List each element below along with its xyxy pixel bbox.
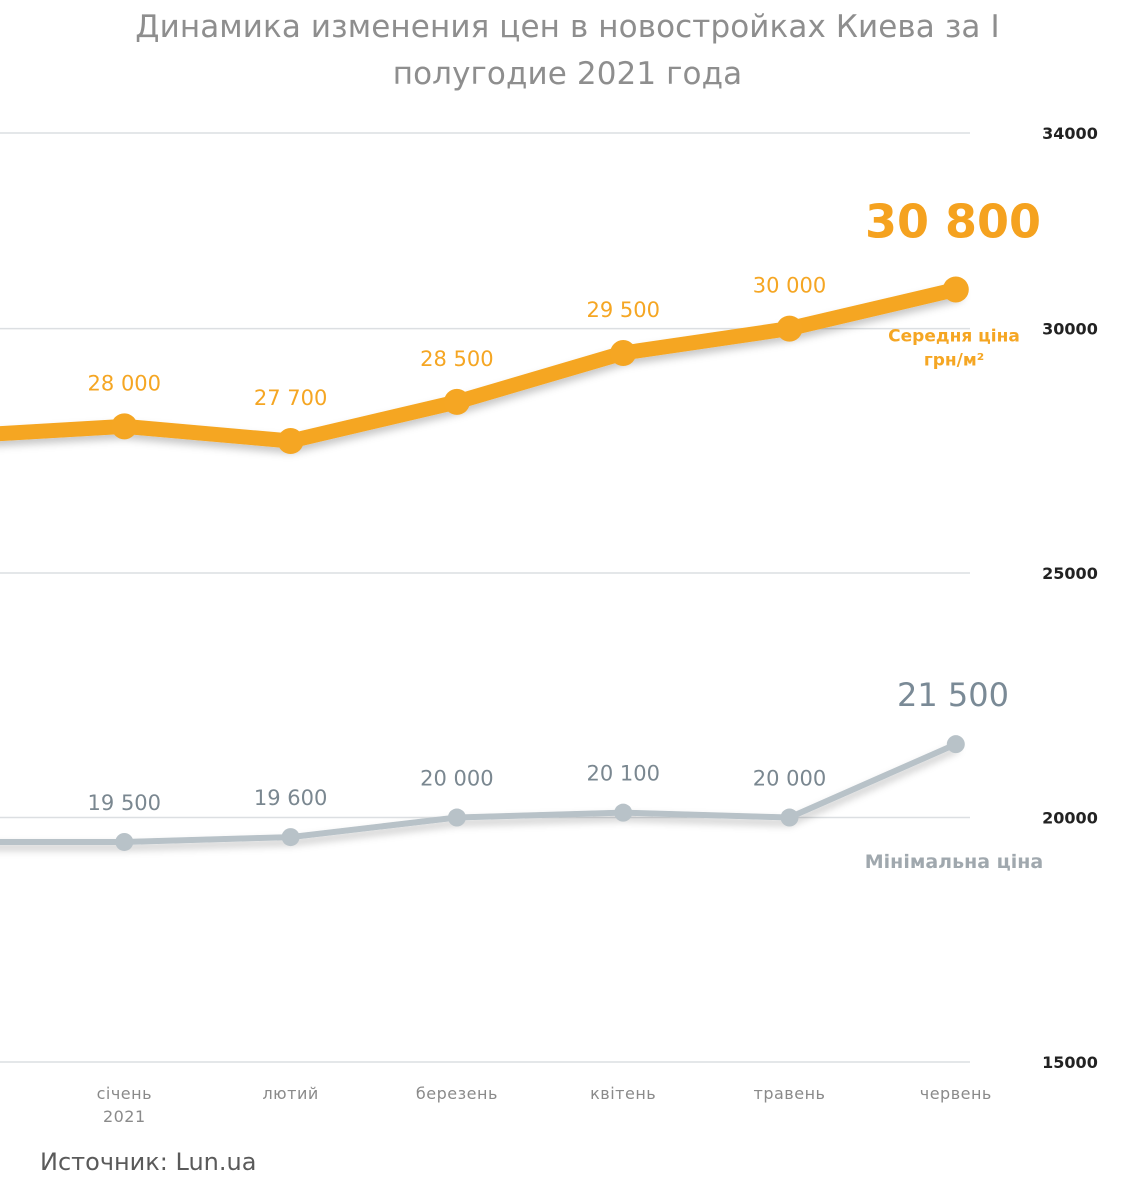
x-tick-label: травень — [754, 1084, 826, 1103]
data-point — [115, 832, 134, 851]
data-label: 30 000 — [753, 274, 826, 298]
data-point — [614, 803, 633, 822]
y-axis-ticks: 15000 20000 25000 30000 34000 — [1042, 124, 1098, 1072]
data-label: 19 500 — [88, 791, 161, 815]
series-name: Мінімальна ціна — [865, 851, 1043, 873]
data-label: 28 000 — [88, 371, 161, 395]
x-tick-label: лютий — [262, 1084, 318, 1103]
series-group — [0, 276, 969, 851]
data-point — [277, 428, 304, 455]
data-point — [776, 315, 803, 342]
data-label: 21 500 — [897, 676, 1009, 714]
y-tick-label: 34000 — [1042, 124, 1098, 143]
y-tick-label: 20000 — [1042, 809, 1098, 828]
data-label: 28 500 — [420, 347, 493, 371]
data-labels: 28 000 27 700 28 500 29 500 30 000 30 800 19 5… — [88, 194, 1041, 815]
data-label: 20 000 — [420, 767, 493, 791]
chart-title: Динамика изменения цен в новостройках Ки… — [135, 9, 1000, 92]
source-note: Источник: Lun.ua — [40, 1148, 257, 1176]
y-tick-label: 25000 — [1042, 564, 1098, 583]
data-point — [780, 808, 799, 827]
data-label: 20 100 — [586, 762, 659, 786]
data-point — [447, 808, 466, 827]
x-tick-label: січень 2021 — [97, 1084, 152, 1126]
data-label: 20 000 — [753, 767, 826, 791]
data-label: 29 500 — [586, 298, 659, 322]
data-label: 27 700 — [254, 386, 327, 410]
data-point — [281, 828, 300, 847]
x-tick-label: березень — [416, 1084, 498, 1103]
y-tick-label: 15000 — [1042, 1053, 1098, 1072]
series-name: Середня ціна грн/м² — [888, 326, 1020, 370]
x-axis-labels: січень 2021 лютий березень квітень травень чер… — [97, 1084, 992, 1126]
data-point — [610, 340, 637, 367]
data-point — [443, 388, 470, 415]
x-tick-label: червень — [920, 1084, 992, 1103]
data-label: 30 800 — [865, 194, 1041, 248]
data-point — [946, 735, 965, 754]
series-names: Середня ціна грн/м² Мінімальна ціна — [865, 326, 1043, 873]
x-tick-label: квітень — [590, 1084, 656, 1103]
gridlines — [0, 132, 970, 1063]
data-label: 19 600 — [254, 786, 327, 810]
y-tick-label: 30000 — [1042, 320, 1098, 339]
data-point — [942, 276, 969, 303]
data-point — [111, 413, 138, 440]
